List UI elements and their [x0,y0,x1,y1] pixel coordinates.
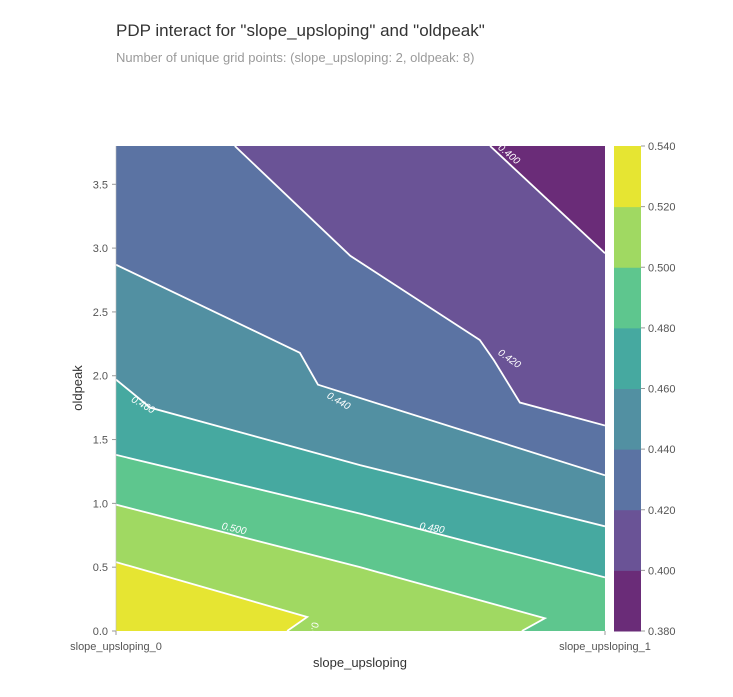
x-axis-label: slope_upsloping [313,655,407,670]
x-tick-label: slope_upsloping_0 [70,641,162,653]
contour-line [116,561,310,631]
y-axis-label: oldpeak [70,365,85,411]
y-tick-label: 1.0 [93,498,108,510]
contour-line-group [116,146,605,631]
contour-fill-group [116,146,605,631]
colorbar-band [614,449,641,511]
colorbar-band [614,267,641,329]
contour-line-label: 0.520 [309,622,320,647]
chart-subtitle: Number of unique grid points: (slope_ups… [116,50,475,65]
colorbar-tick-label: 0.400 [648,565,676,577]
y-tick-label: 3.0 [93,243,108,255]
colorbar-band [614,146,641,208]
colorbar-tick-label: 0.500 [648,262,676,274]
contour-band [116,562,308,631]
y-tick-label: 0.0 [93,626,108,638]
axes-group: 0.0 0.5 1.0 1.5 2.0 2.5 3.0 3.5 slope_upsloping_… [70,146,651,653]
y-tick-label: 0.5 [93,562,108,574]
colorbar-tick-label: 0.440 [648,444,676,456]
colorbar-tick-label: 0.380 [648,626,676,638]
contour-line [116,453,605,579]
colorbar-band [614,327,641,389]
contour-line [489,146,605,254]
chart-title: PDP interact for "slope_upsloping" and "… [116,21,485,40]
y-tick-label: 3.5 [93,179,108,191]
colorbar-band [614,509,641,571]
colorbar-band [614,388,641,450]
contour-line [116,503,548,631]
contour-line-label: 0.480 [419,521,446,536]
colorbar: 0.380 0.400 0.420 0.440 0.460 0.480 0.500 0.520… [614,141,676,638]
contour-line [116,378,605,528]
contour-line [234,146,605,427]
colorbar-tick-label: 0.460 [648,384,676,396]
colorbar-band [614,206,641,268]
y-tick-label: 2.0 [93,371,108,383]
colorbar-tick-label: 0.480 [648,323,676,335]
y-tick-label: 2.5 [93,307,108,319]
colorbar-tick-label: 0.520 [648,202,676,214]
colorbar-band [614,570,641,632]
x-tick-label: slope_upsloping_1 [559,641,651,653]
colorbar-tick-label: 0.540 [648,141,676,153]
contour-line [116,263,605,477]
y-tick-label: 1.5 [93,435,108,447]
colorbar-tick-label: 0.420 [648,505,676,517]
